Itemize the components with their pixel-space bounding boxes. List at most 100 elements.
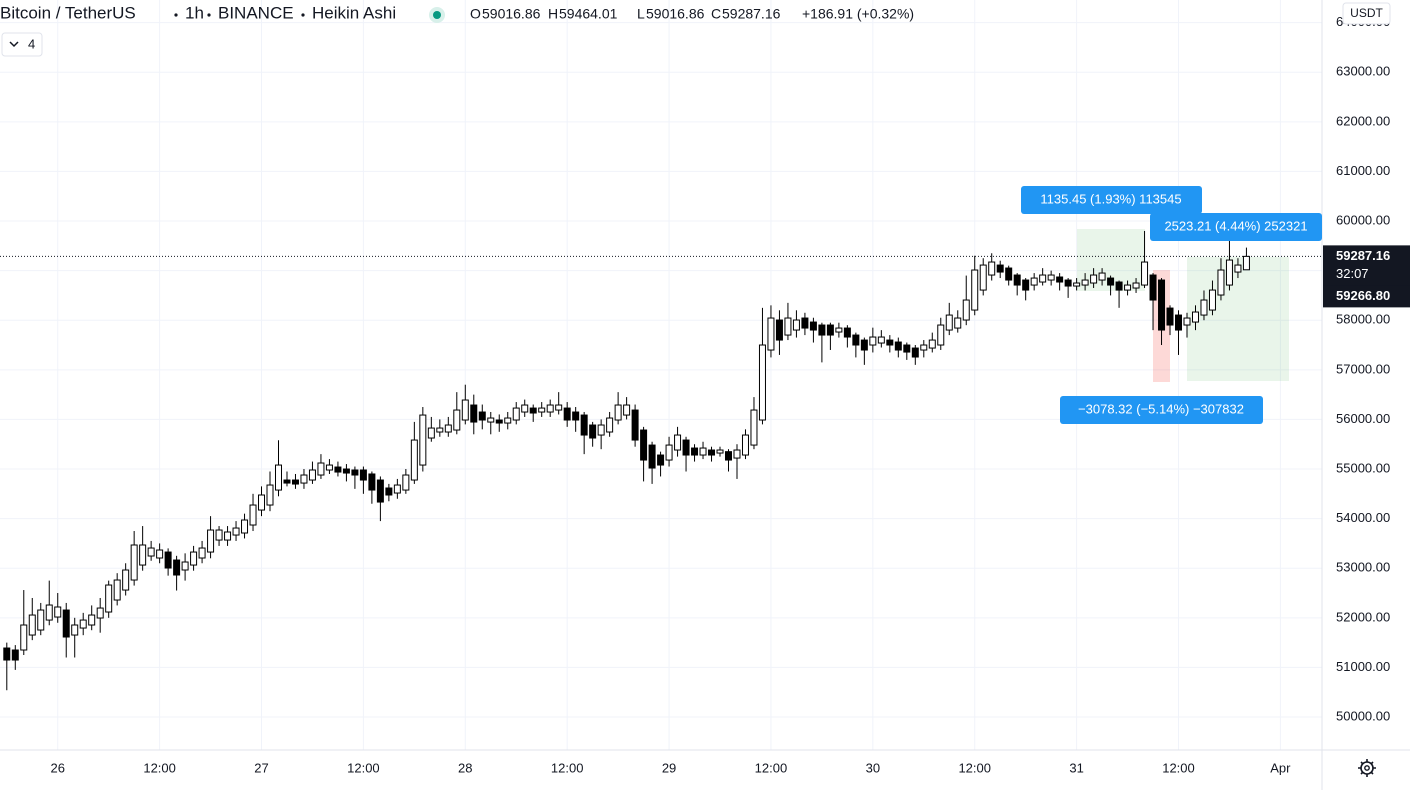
candle-body: [20, 624, 28, 651]
y-tick-label: 60000.00: [1336, 212, 1390, 227]
candle-body: [971, 269, 979, 311]
candle-body: [886, 339, 894, 346]
candle-body: [1132, 282, 1140, 289]
candle-body: [385, 487, 393, 496]
countdown: 32:07: [1336, 266, 1369, 281]
candle-body: [894, 341, 902, 351]
candle-body: [258, 494, 266, 511]
candle-body: [903, 344, 911, 353]
ohlc-letter: C: [711, 6, 721, 22]
candle-body: [640, 429, 648, 461]
y-tick-label: 62000.00: [1336, 113, 1390, 128]
candle-body: [487, 417, 495, 423]
ohlc-value: 59464.01: [559, 6, 618, 22]
candle-body: [1208, 289, 1216, 311]
candle-body: [1124, 284, 1132, 291]
candle-body: [122, 569, 130, 591]
candle-body: [741, 434, 749, 456]
candle-body: [504, 417, 512, 424]
candle-body: [376, 479, 384, 503]
gear-teeth: [1358, 759, 1376, 777]
candle-body: [291, 479, 299, 485]
candle-body: [461, 399, 469, 421]
candle-body: [105, 584, 113, 613]
candle-body: [708, 449, 716, 456]
y-tick-label: 61000.00: [1336, 163, 1390, 178]
candle-body: [1047, 274, 1055, 281]
candle-body: [1200, 299, 1208, 316]
y-tick-label: 63000.00: [1336, 64, 1390, 79]
candle-body: [784, 317, 792, 336]
candle-body: [538, 407, 546, 413]
settings-button[interactable]: [1358, 759, 1376, 777]
candle-body: [809, 321, 817, 331]
candle-body: [512, 407, 520, 421]
candle-body: [79, 619, 87, 629]
candle-body: [147, 547, 155, 557]
currency: USDT: [1350, 6, 1383, 20]
candle-body: [130, 544, 138, 581]
candle-body: [54, 606, 62, 618]
y-tick-label: 55000.00: [1336, 460, 1390, 475]
candle-body: [1175, 314, 1183, 331]
candles: [3, 230, 1250, 691]
price-label-box: [1323, 245, 1410, 290]
candle-body: [1191, 311, 1199, 323]
candle-body: [1064, 279, 1072, 287]
candle-body: [1242, 255, 1250, 271]
gear-icon-center: [1364, 765, 1370, 771]
candle-body: [606, 417, 614, 433]
x-tick-label: 28: [458, 760, 472, 775]
candle-body: [1030, 277, 1038, 286]
candle-body: [342, 468, 350, 474]
x-tick-label: 12:00: [551, 760, 584, 775]
candle-body: [317, 462, 325, 476]
candle-body: [334, 466, 342, 473]
candle-body: [529, 407, 537, 414]
annotation: −3078.32 (−5.14%) −307832: [1078, 401, 1244, 416]
secondary-price-box: [1323, 285, 1410, 308]
chevron-icon: [9, 41, 19, 48]
candle-body: [1005, 267, 1013, 281]
candle-body: [580, 414, 588, 436]
y-tick-label: 53000.00: [1336, 560, 1390, 575]
candle-body: [852, 334, 860, 346]
candle-body: [725, 451, 733, 461]
exchange: BINANCE: [218, 3, 294, 22]
x-tick-label: 12:00: [143, 760, 176, 775]
candle-body: [1183, 317, 1191, 326]
market-status-dot: [433, 11, 441, 19]
candle-body: [928, 339, 936, 349]
indicator-count: 4: [28, 36, 35, 51]
annotation: 2523.21 (4.44%) 252321: [1164, 218, 1307, 233]
candle-body: [674, 434, 682, 451]
candle-body: [945, 314, 953, 331]
candle-body: [623, 404, 631, 416]
candle-body: [1225, 259, 1233, 286]
candle-body: [1166, 307, 1174, 326]
candle-body: [139, 544, 147, 566]
candle-body: [979, 264, 987, 291]
chart-style: Heikin Ashi: [312, 3, 396, 22]
candle-body: [427, 427, 435, 439]
candle-body: [1039, 274, 1047, 283]
candle-body: [1217, 269, 1225, 296]
x-tick-label: 12:00: [1162, 760, 1195, 775]
candle-body: [699, 447, 707, 456]
indicator-toggle[interactable]: [1, 32, 43, 57]
x-tick-label: 12:00: [347, 760, 380, 775]
candle-body: [691, 447, 699, 456]
candle-body: [657, 454, 665, 466]
y-tick-label: 52000.00: [1336, 609, 1390, 624]
candle-body: [801, 317, 809, 329]
grid: [0, 0, 1322, 750]
currency-button[interactable]: [1342, 2, 1391, 25]
x-tick-label: 12:00: [958, 760, 991, 775]
candle-body: [164, 551, 172, 569]
candle-body: [877, 336, 885, 344]
candle-body: [436, 427, 444, 433]
change: +186.91 (+0.32%): [802, 6, 914, 22]
candle-body: [775, 319, 783, 341]
candle-body: [1022, 279, 1030, 291]
